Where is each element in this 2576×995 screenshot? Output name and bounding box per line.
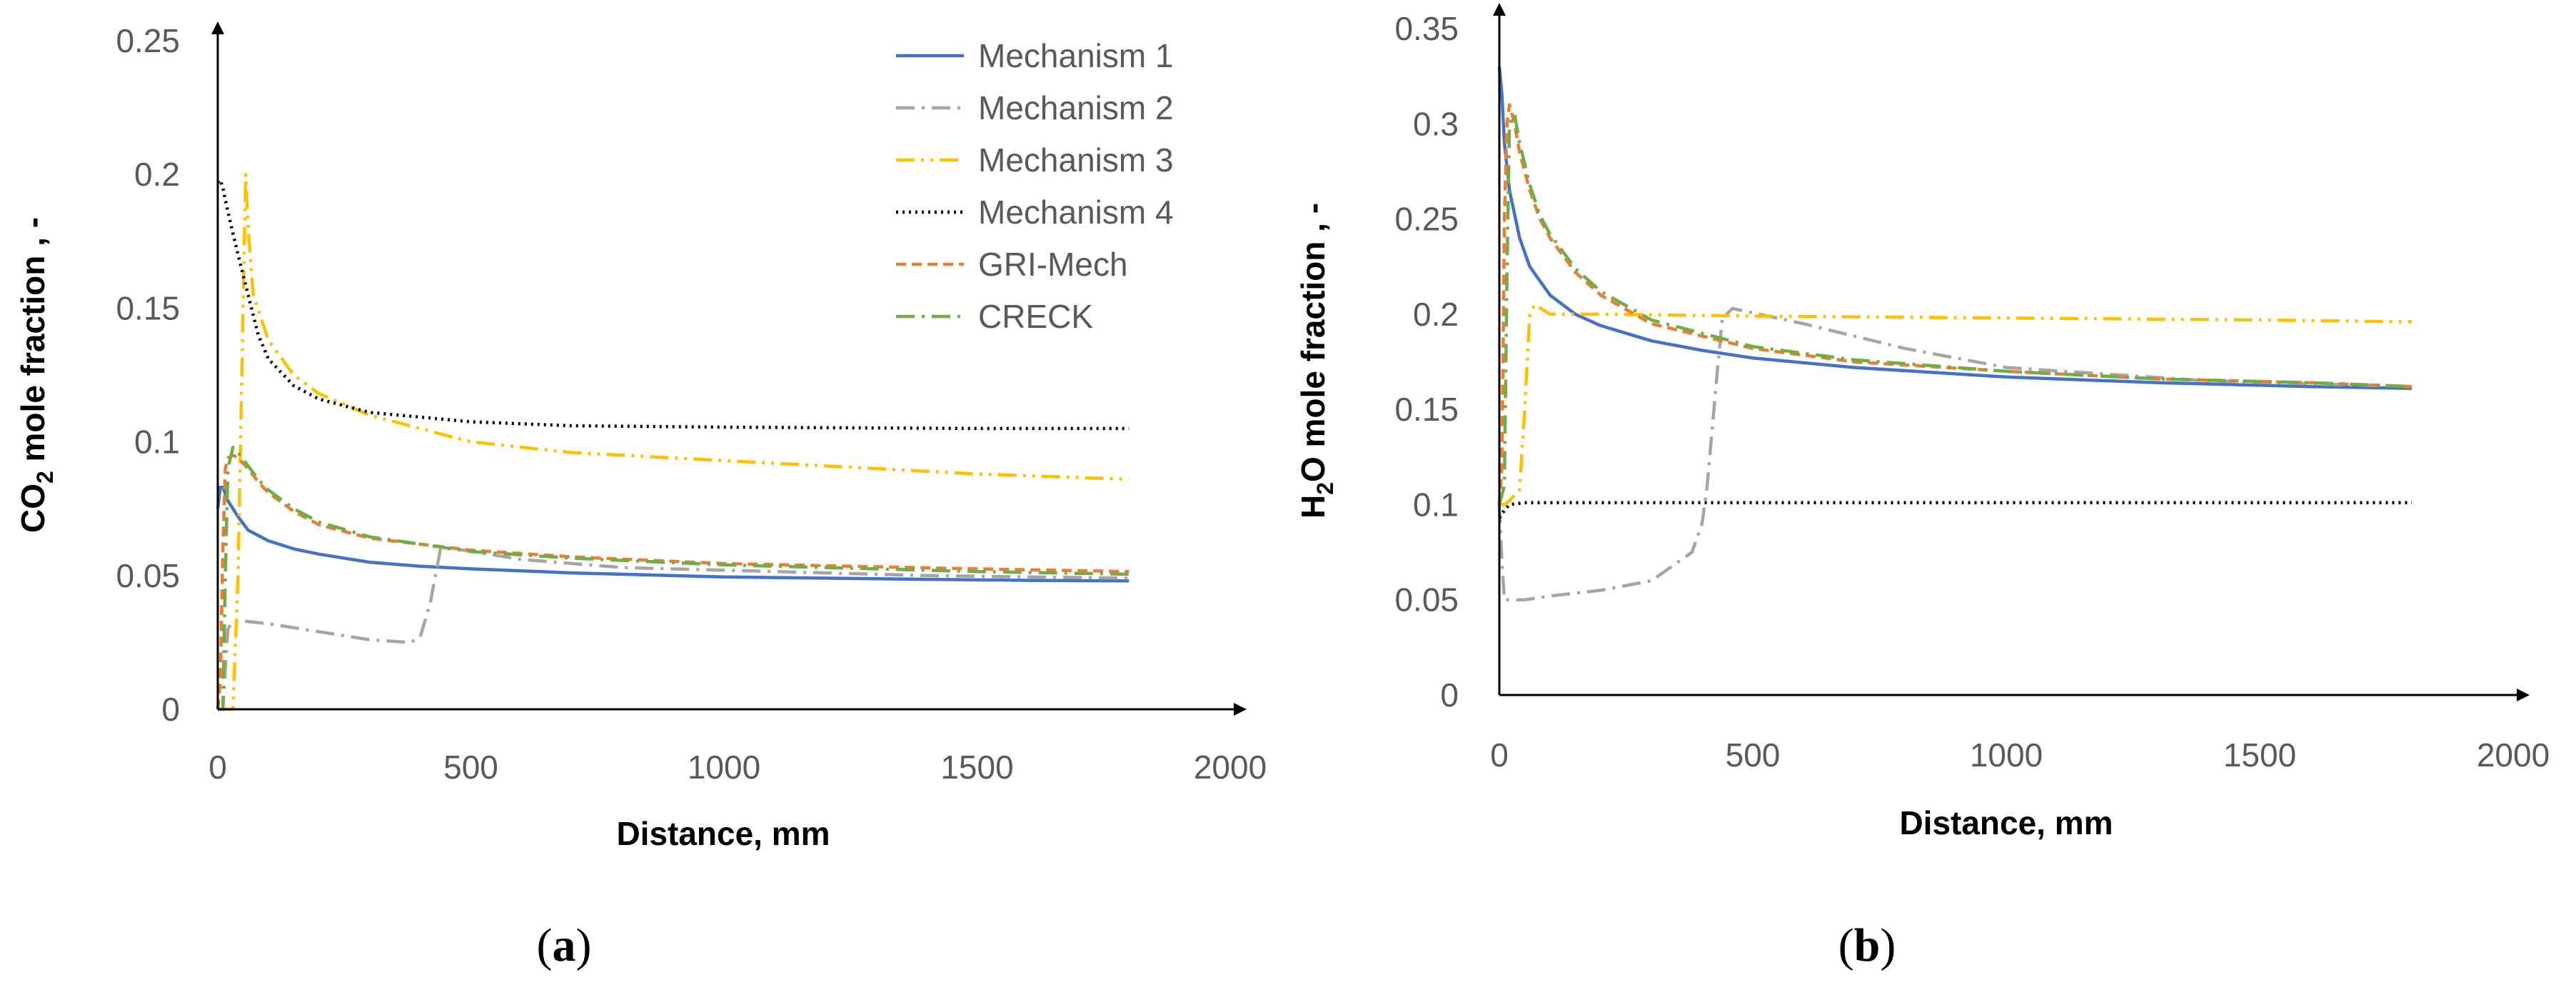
y-axis-title: CO2 mole fraction , -	[14, 217, 58, 533]
series-mechanism-4-line	[1498, 501, 2412, 519]
legend-label-mechanism-2: Mechanism 2	[978, 89, 1174, 126]
y-tick-label: 0	[161, 691, 180, 728]
y-tick-label: 0.3	[1413, 105, 1459, 142]
x-tick-label: 1000	[688, 749, 760, 786]
legend-label-mechanism-1: Mechanism 1	[978, 37, 1174, 74]
y-tick-label: 0.25	[1394, 201, 1459, 238]
series-gri-mech-line	[216, 454, 1129, 710]
y-axis-arrow	[1493, 3, 1506, 16]
series-gri-mech-line	[1497, 103, 2413, 505]
x-axis-title: Distance, mm	[1899, 804, 2113, 841]
panel-label-b: (b)	[1838, 919, 1896, 971]
y-tick-label: 0.05	[116, 557, 180, 594]
x-tick-label: 0	[1490, 736, 1509, 774]
x-tick-label: 2000	[1194, 749, 1267, 786]
y-tick-label: 0.35	[1394, 10, 1459, 47]
x-tick-label: 0	[208, 749, 227, 786]
series-creck-line	[218, 445, 1129, 711]
y-axis-arrow	[211, 21, 224, 34]
legend-label-mechanism-4: Mechanism 4	[978, 194, 1174, 231]
chart-b: 0 500 1000 1500 2000 0 0.05 0.1 0.15 0.2 0.25 0.3 0.…	[1294, 3, 2550, 841]
panel-label-a: (a)	[537, 919, 592, 971]
legend-label-mechanism-3: Mechanism 3	[978, 141, 1174, 179]
y-tick-label: 0.25	[116, 22, 180, 59]
y-tick-label: 0.2	[1413, 296, 1459, 333]
x-tick-label: 2000	[2477, 736, 2550, 774]
x-axis-title: Distance, mm	[616, 815, 830, 852]
y-axis-title: H2O mole fraction , -	[1294, 203, 1338, 519]
legend: Mechanism 1 Mechanism 2 Mechanism 3 Mechani…	[896, 37, 1174, 335]
x-tick-label: 1500	[2223, 736, 2296, 774]
x-axis-arrow	[2517, 689, 2530, 701]
x-axis-arrow	[1234, 703, 1247, 716]
series-creck-line	[1497, 112, 2413, 505]
x-tick-label: 500	[1726, 736, 1781, 774]
x-tick-label: 1000	[1970, 736, 2043, 774]
y-tick-label: 0.2	[134, 156, 180, 193]
chart-a: 0 500 1000 1500 2000 0 0.05 0.1 0.15 0.2 0.25 Dista…	[14, 21, 1267, 852]
y-tick-label: 0.1	[134, 424, 180, 461]
y-tick-label: 0	[1440, 676, 1459, 714]
series-mechanism-3-line	[1499, 303, 2413, 506]
series-mechanism-4-line	[216, 178, 1129, 431]
y-tick-label: 0.1	[1413, 486, 1459, 523]
x-tick-label: 1500	[940, 749, 1013, 786]
y-tick-label: 0.15	[1394, 391, 1459, 428]
y-tick-label: 0.15	[116, 289, 180, 326]
y-tick-label: 0.05	[1394, 581, 1459, 619]
series-mechanism-2-line	[218, 547, 1129, 711]
legend-label-creck: CRECK	[978, 298, 1093, 335]
x-tick-label: 500	[443, 749, 498, 786]
legend-label-gri-mech: GRI-Mech	[978, 246, 1128, 283]
